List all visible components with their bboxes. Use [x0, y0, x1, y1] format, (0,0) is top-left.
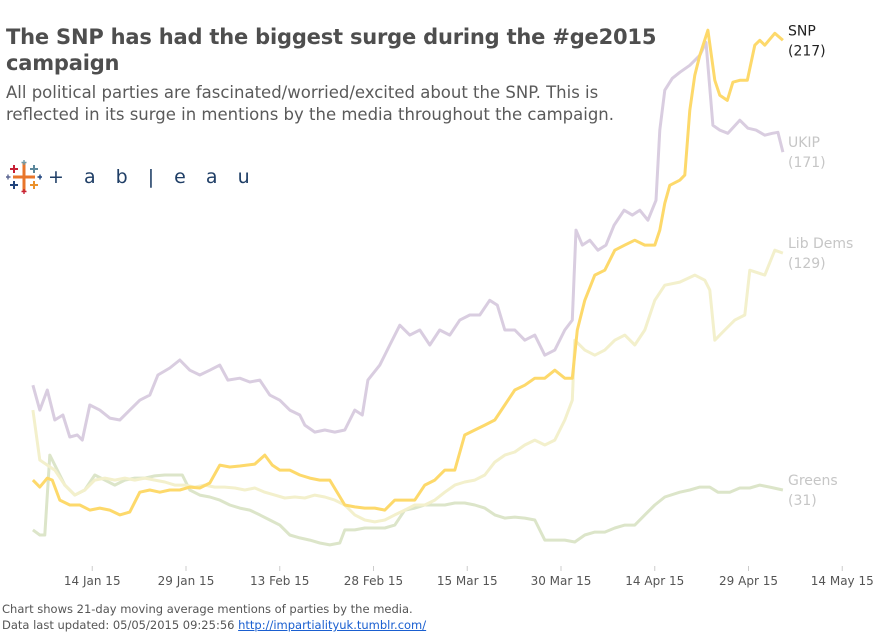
- x-tick-label: 29 Jan 15: [158, 574, 215, 588]
- series-line-lib-dems[interactable]: [31, 248, 784, 524]
- series-line-ukip[interactable]: [31, 40, 785, 442]
- x-tick-label: 13 Feb 15: [250, 574, 309, 588]
- series-lines: [31, 28, 785, 547]
- footer-note: Chart shows 21-day moving average mentio…: [2, 602, 413, 616]
- tableau-cross-icon: [6, 160, 42, 194]
- line-chart: 14 Jan 15 29 Jan 15 13 Feb 15 28 Feb 15 15 M…: [31, 23, 874, 588]
- series-name-label: Lib Dems: [788, 236, 853, 252]
- x-tick-label: 30 Mar 15: [531, 574, 592, 588]
- chart-subtitle: All political parties are fascinated/wor…: [6, 83, 615, 124]
- x-tick-label: 14 Apr 15: [625, 574, 684, 588]
- x-tick-label: 14 Jan 15: [64, 574, 121, 588]
- x-tick-label: 29 Apr 15: [719, 574, 778, 588]
- x-tick-label: 28 Feb 15: [344, 574, 403, 588]
- footer: Chart shows 21-day moving average mentio…: [2, 601, 426, 633]
- series-value-label: (31): [788, 493, 817, 509]
- series-name-label: SNP: [788, 23, 816, 39]
- source-link[interactable]: http://impartialityuk.tumblr.com/: [238, 618, 427, 632]
- x-tick-label: 15 Mar 15: [437, 574, 498, 588]
- footer-updated: Data last updated: 05/05/2015 09:25:56 h…: [2, 617, 426, 633]
- series-value-label: (129): [788, 256, 826, 272]
- series-value-label: (171): [788, 155, 826, 171]
- series-name-label: UKIP: [788, 135, 820, 151]
- series-name-label: Greens: [788, 473, 838, 489]
- end-labels: Greens (31) Lib Dems (129) UKIP (171) SNP (217): [788, 23, 853, 509]
- series-value-label: (217): [788, 43, 826, 59]
- x-axis: 14 Jan 15 29 Jan 15 13 Feb 15 28 Feb 15 15 M…: [64, 566, 874, 588]
- tableau-wordmark: + a b | e a u: [48, 166, 257, 188]
- chart-title: The SNP has had the biggest surge during…: [6, 25, 657, 75]
- tableau-logo: + a b | e a u: [6, 160, 257, 194]
- x-tick-label: 14 May 15: [811, 574, 874, 588]
- updated-text: Data last updated: 05/05/2015 09:25:56: [2, 618, 235, 632]
- series-line-snp[interactable]: [31, 28, 784, 517]
